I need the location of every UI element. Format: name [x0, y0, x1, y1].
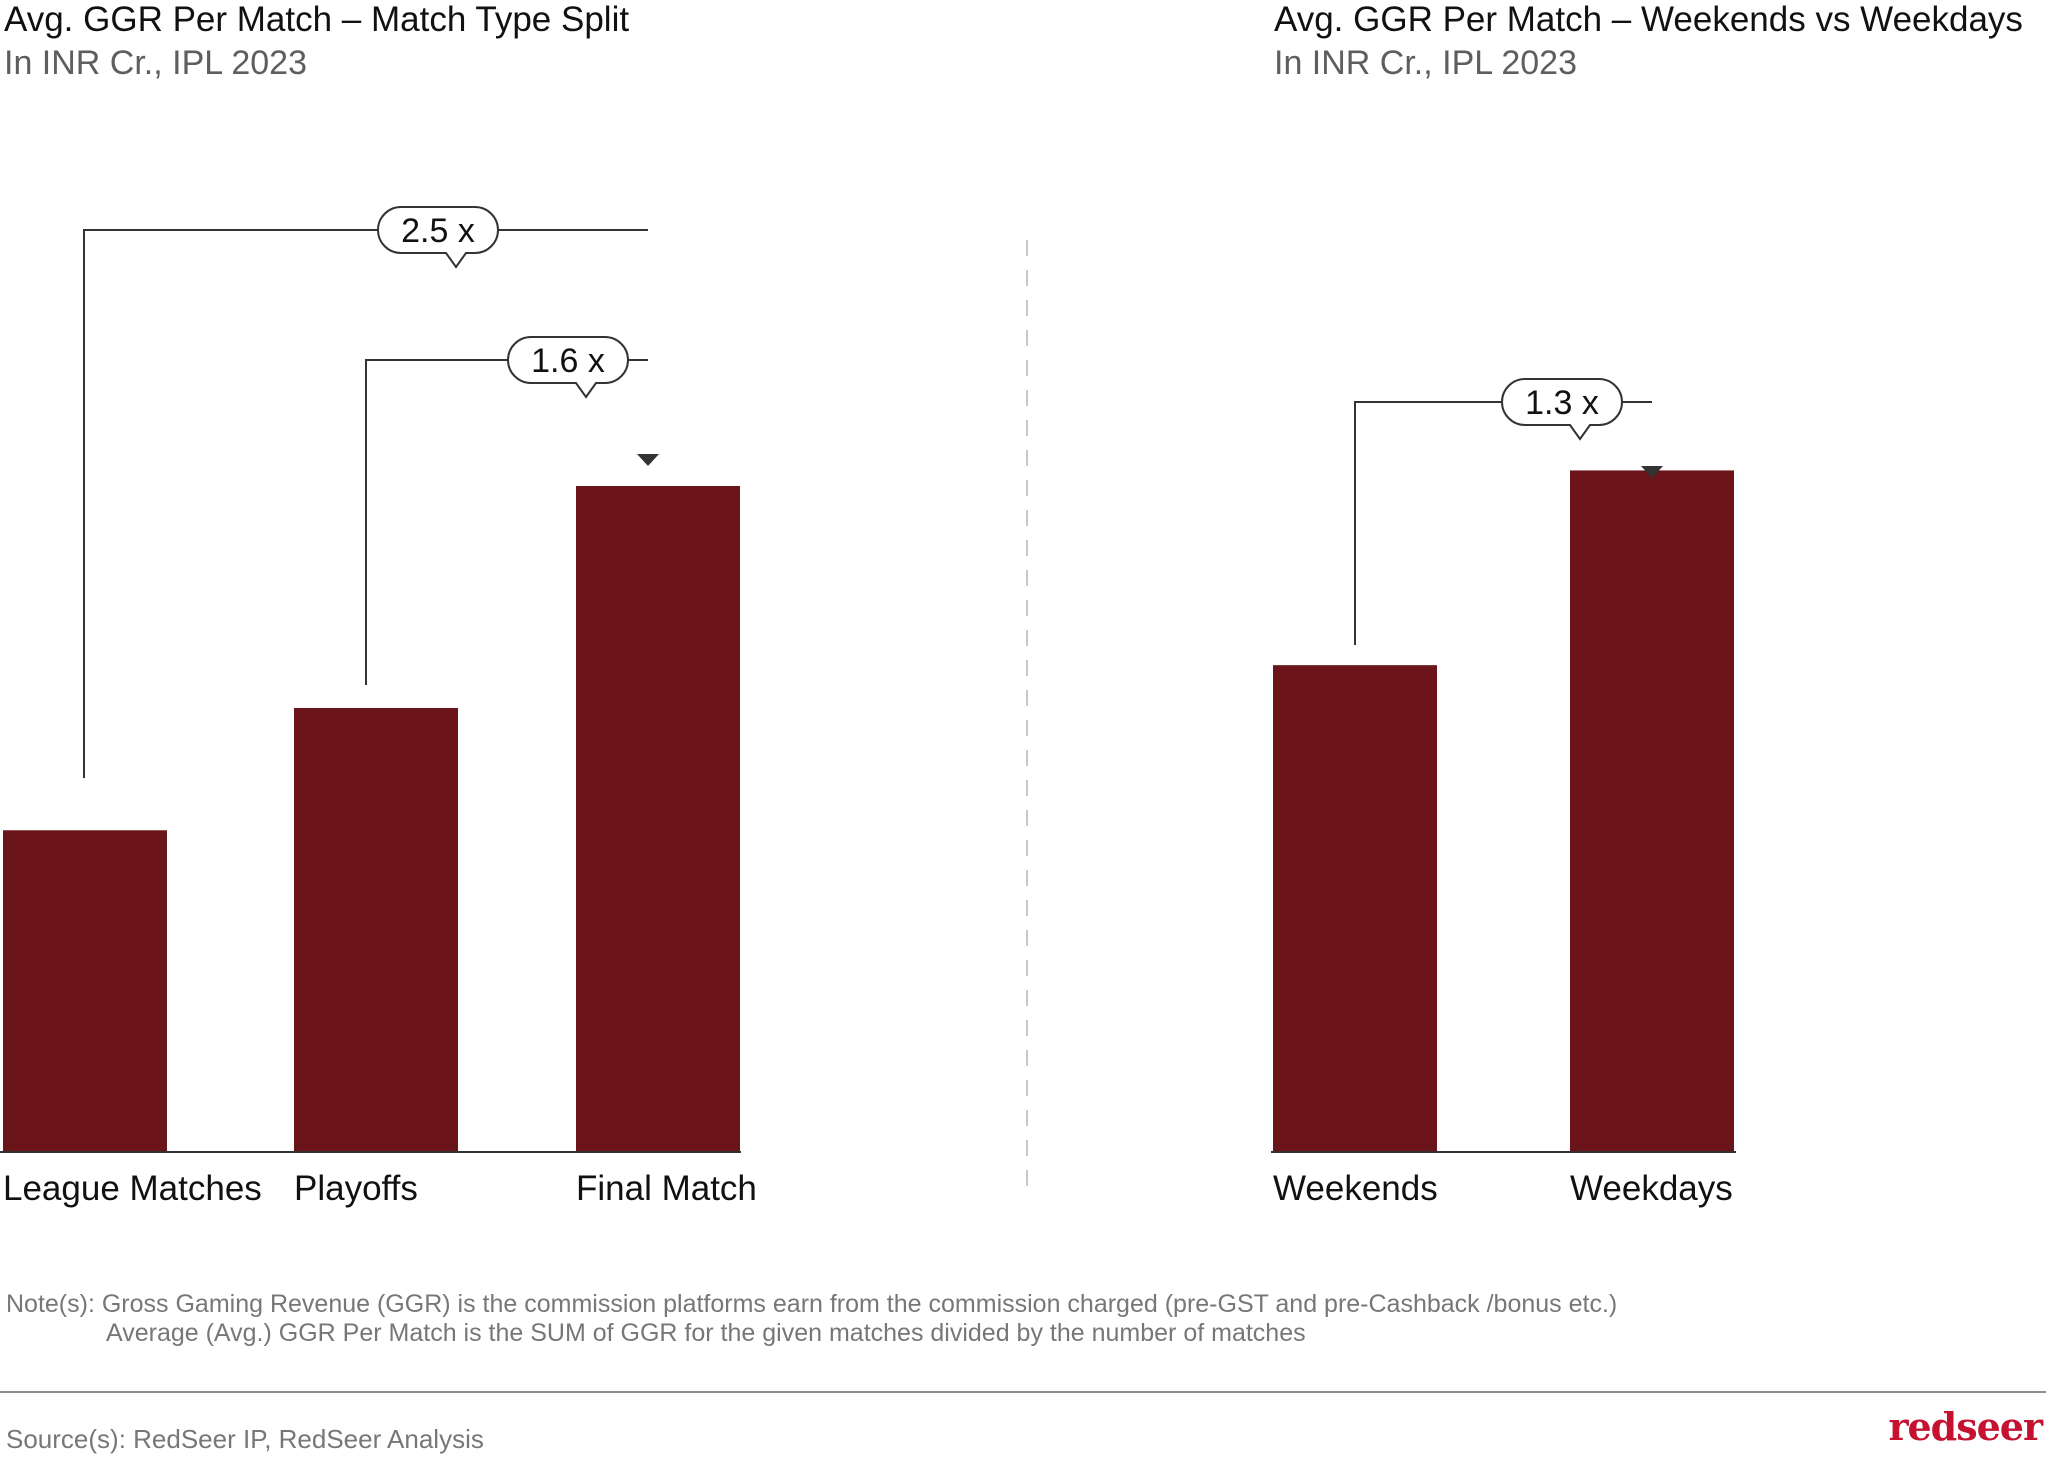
footnote: Note(s): Gross Gaming Revenue (GGR) is t… [6, 1290, 1617, 1348]
bar-weekdays [1570, 470, 1734, 1153]
bar-final-match [576, 486, 740, 1152]
left-chart-title: Avg. GGR Per Match – Match Type Split [4, 0, 630, 39]
right-chart-title: Avg. GGR Per Match – Weekends vs Weekday… [1274, 0, 2023, 39]
bar-playoffs [294, 708, 458, 1152]
redseer-logo: redseer [1888, 1404, 2043, 1449]
down-arrow-icon [1641, 466, 1663, 478]
category-label: Final Match [576, 1169, 757, 1208]
bar-weekends [1273, 665, 1437, 1152]
left-chart-subtitle: In INR Cr., IPL 2023 [4, 44, 307, 82]
right-chart-subtitle: In INR Cr., IPL 2023 [1274, 44, 1577, 82]
note-line-2: Average (Avg.) GGR Per Match is the SUM … [106, 1319, 1306, 1347]
multiplier-callout [377, 206, 499, 269]
multiplier-callout [507, 336, 629, 399]
category-label: Playoffs [294, 1169, 418, 1208]
charts-canvas: League Matches Playoffs Final Match 2.5 x 1.… [0, 206, 1736, 1208]
bar-league-matches [3, 830, 167, 1152]
category-label: Weekdays [1570, 1169, 1733, 1208]
multiplier-label: 1.3 x [1525, 384, 1599, 422]
multiplier-label: 1.6 x [531, 342, 605, 380]
category-label: League Matches [3, 1169, 262, 1208]
down-arrow-icon [637, 454, 659, 466]
note-line-1: Note(s): Gross Gaming Revenue (GGR) is t… [6, 1290, 1618, 1318]
category-label: Weekends [1273, 1169, 1438, 1208]
footer-divider [0, 1391, 2046, 1393]
multiplier-callout [1501, 378, 1623, 441]
source-text: Source(s): RedSeer IP, RedSeer Analysis [6, 1424, 484, 1454]
multiplier-label: 2.5 x [401, 212, 475, 250]
